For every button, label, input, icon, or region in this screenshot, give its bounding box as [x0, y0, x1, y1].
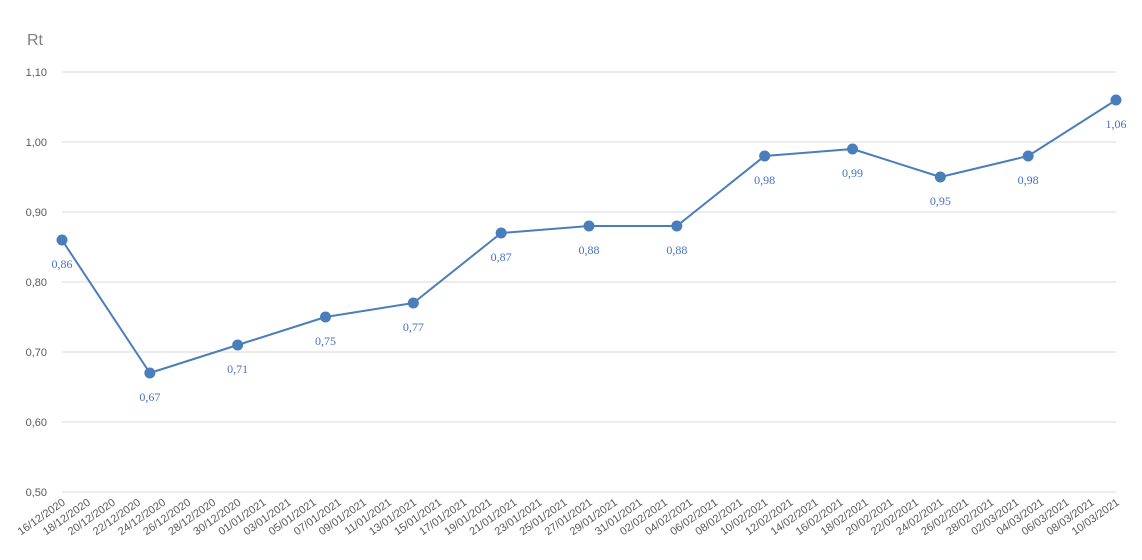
data-point: [495, 227, 507, 239]
data-point: [1110, 94, 1122, 106]
y-axis-title: Rt: [27, 32, 44, 49]
data-point: [759, 150, 771, 162]
data-point: [934, 171, 946, 183]
data-label: 1,06: [1106, 117, 1127, 131]
data-point: [671, 220, 683, 232]
data-label: 0,88: [666, 243, 687, 257]
y-tick-label: 1,00: [26, 137, 47, 149]
data-labels: 0,86 0,67 0,71 0,75 0,77 0,87 0,88 0,88 0,98 0,99…: [52, 117, 1127, 404]
y-tick-label: 0,90: [26, 207, 47, 219]
data-label: 0,98: [1018, 173, 1039, 187]
data-label: 0,88: [579, 243, 600, 257]
y-tick-label: 1,10: [26, 67, 47, 79]
y-tick-label: 0,80: [26, 277, 47, 289]
gridlines: [62, 71, 1116, 493]
y-tick-label: 0,70: [26, 347, 47, 359]
data-label: 0,98: [754, 173, 775, 187]
y-tick-label: 0,50: [26, 487, 47, 499]
data-label: 0,77: [403, 320, 424, 334]
y-tick-labels: 0,50 0,60 0,70 0,80 0,90 1,00 1,10: [26, 67, 47, 499]
data-label: 0,71: [227, 362, 248, 376]
x-tick-labels: 16/12/202018/12/202020/12/202022/12/2020…: [16, 497, 1122, 538]
data-point: [56, 234, 68, 246]
data-point: [583, 220, 595, 232]
series-rt: [56, 94, 1122, 379]
data-point: [1022, 150, 1034, 162]
data-point: [144, 367, 156, 379]
series-line: [61, 99, 1117, 374]
data-label: 0,67: [139, 390, 160, 404]
data-label: 0,87: [491, 250, 512, 264]
data-point: [320, 311, 331, 323]
data-label: 0,95: [930, 194, 951, 208]
y-tick-label: 0,60: [26, 417, 47, 429]
data-label: 0,86: [52, 257, 73, 271]
data-point: [847, 143, 858, 155]
data-label: 0,75: [315, 334, 336, 348]
data-label: 0,99: [842, 166, 863, 180]
data-point: [407, 297, 419, 309]
data-point: [232, 339, 244, 351]
